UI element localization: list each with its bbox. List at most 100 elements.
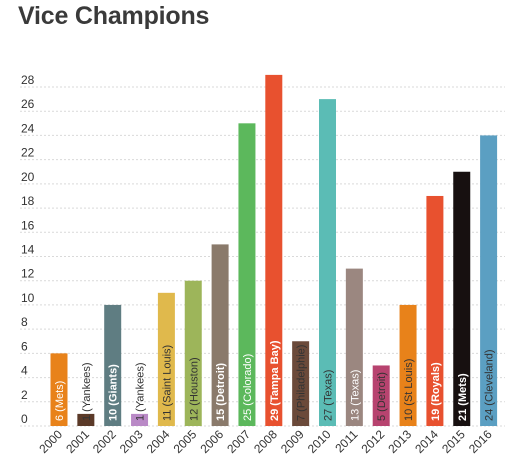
bar-value-label: 1 [81,415,93,421]
bar-team-label: (Mets) [54,381,66,415]
bar-team-label: (Colorado) [242,354,254,409]
grid-layer [20,86,505,427]
y-tick-label: 22 [21,146,35,160]
bar-2001 [77,413,95,426]
bar-2013 [399,304,417,426]
x-tick-label: 2014 [412,427,441,456]
bar-2006 [211,244,229,426]
y-tick-label: 20 [21,170,35,184]
x-tick-label: 2015 [439,427,468,456]
x-tick-label: 2002 [90,427,119,456]
bar-value-label: 10 [108,409,120,421]
x-tick-label: 2004 [144,427,173,456]
bar-team-label: (Texas) [349,370,361,409]
bar-team-label: (Philadelphie) [296,345,308,415]
bar-2003 [131,413,149,426]
y-tick-label: 14 [21,243,35,257]
x-tick-label: 2003 [117,427,146,456]
bar-team-label: (Mets) [457,373,469,409]
bar-value-label: 19 [430,409,442,421]
x-tick-label: 2005 [171,427,200,456]
x-tick-label: 2013 [385,427,414,456]
bar-value-label: 15 [215,409,227,421]
x-tick-label: 2007 [224,427,253,456]
bar-team-label: (Giants) [108,364,120,409]
bar-2015 [453,171,471,426]
bar-value-label: 6 [54,415,66,421]
bar-data-label: 12 (Houston) [188,357,200,421]
bar-data-label: 15 (Detroit) [215,363,227,421]
bar-team-label: (Detroit) [376,372,388,415]
bar-team-label: (Royals) [430,362,442,409]
bar-data-label: 27 (Texas) [323,370,335,421]
bar-data-label: 25 (Colorado) [242,354,254,421]
x-tick-label: 2011 [332,427,360,455]
bar-2009 [292,341,310,426]
bar-team-label: (Detroit) [215,363,227,409]
bar-team-label: (Yankees) [135,363,147,415]
bar-value-label: 21 [457,409,469,421]
bar-value-label: 27 [323,409,335,421]
bar-data-label: 21 (Mets) [457,373,469,421]
bar-team-label: (Cleveland) [484,349,496,408]
x-tick-label: 2000 [36,427,65,456]
bar-team-label: (Yankees) [81,363,93,415]
bar-2012 [372,365,390,426]
bar-value-label: 5 [376,415,388,421]
bar-2004 [157,292,175,426]
bar-value-label: 1 [135,415,147,421]
bar-layer [50,74,498,427]
x-tick-label: 2008 [251,427,280,456]
y-tick-label: 18 [21,194,35,208]
bar-value-label: 10 [403,409,415,421]
x-tick-label: 2001 [63,427,92,456]
y-tick-label: 12 [21,267,35,281]
bar-value-label: 24 [484,409,496,421]
y-tick-label: 10 [21,291,35,305]
bar-team-label: (St Louis) [403,359,415,409]
bar-team-label: (Texas) [323,370,335,409]
x-tick-label: 2016 [466,427,495,456]
bar-2008 [265,74,283,427]
bar-data-label: 7 (Philadelphie) [296,345,308,421]
y-tick-label: 6 [21,339,28,353]
y-tick-label: 4 [21,364,28,378]
bar-2010 [319,99,336,426]
bar-data-label: 10 (Giants) [108,364,120,421]
bar-2011 [345,268,363,426]
bar-data-label: 5 (Detroit) [376,372,388,421]
bar-team-label: (Saint Louis) [161,345,173,410]
bar-2016 [480,135,498,426]
x-tick-label: 2006 [197,427,226,456]
bar-label-layer: 6 (Mets) 1 (Yankees) 10 (Giants) 1 (Yankees… [54,340,496,421]
y-tick-label: 24 [21,121,35,135]
bar-value-label: 7 [296,415,308,421]
bar-data-label: 10 (St Louis) [403,359,415,421]
bar-value-label: 13 [349,409,361,421]
bar-data-label: 1 (Yankees) [81,363,93,422]
x-axis: 2000200120022003200420052006200720082009… [36,427,495,456]
bar-team-label: (Houston) [188,357,200,408]
bar-2000 [50,353,68,426]
bar-team-label: (Tampa Bay) [269,340,281,409]
x-tick-label: 2010 [305,427,334,456]
bar-data-label: 6 (Mets) [54,381,66,421]
y-tick-label: 16 [21,218,35,232]
y-tick-label: 8 [21,315,28,329]
bar-data-label: 29 (Tampa Bay) [269,340,281,421]
bar-data-label: 11 (Saint Louis) [161,345,173,421]
y-tick-label: 0 [21,412,28,426]
bar-value-label: 12 [188,409,200,421]
y-tick-label: 26 [21,97,35,111]
bar-value-label: 11 [161,410,173,421]
bar-data-label: 13 (Texas) [349,370,361,421]
bar-data-label: 19 (Royals) [430,362,442,421]
x-tick-label: 2012 [359,427,388,456]
bar-2005 [184,280,202,426]
y-tick-label: 2 [21,388,28,402]
bar-2007 [238,123,256,427]
x-tick-label: 2009 [278,427,307,456]
bar-value-label: 25 [242,409,254,421]
